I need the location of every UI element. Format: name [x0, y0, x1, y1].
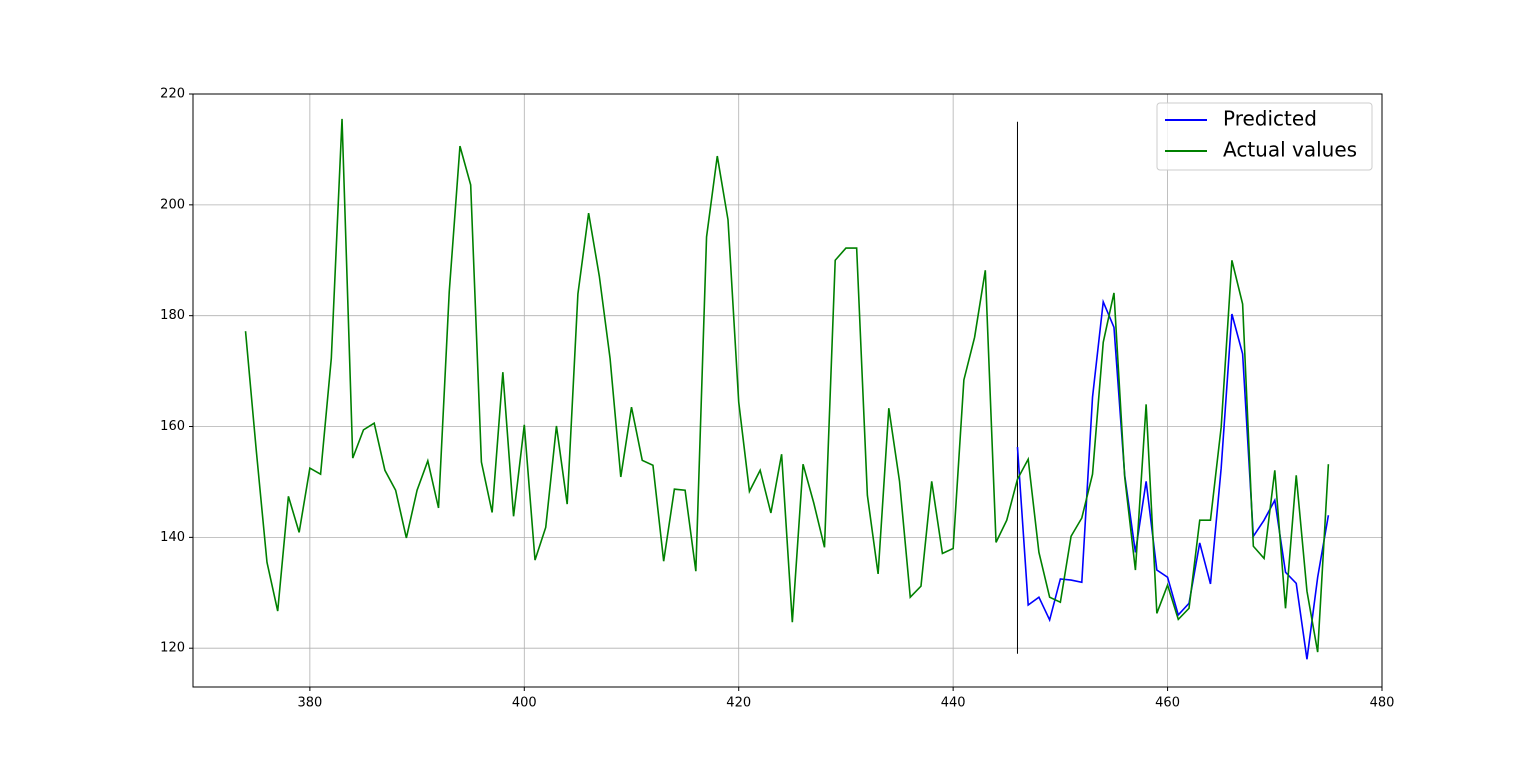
- x-tick-label: 420: [726, 696, 751, 711]
- y-tick-label: 120: [160, 641, 185, 656]
- x-tick-label: 380: [297, 696, 322, 711]
- x-tick-label: 440: [941, 696, 966, 711]
- legend-label: Actual values: [1223, 138, 1357, 162]
- y-tick-label: 200: [160, 197, 185, 212]
- x-tick-label: 400: [512, 696, 537, 711]
- legend-label: Predicted: [1223, 107, 1317, 131]
- y-tick-label: 140: [160, 530, 185, 545]
- line-series: [1016, 298, 1330, 660]
- y-tick-label: 180: [160, 308, 185, 323]
- x-tick-label: 460: [1155, 696, 1180, 711]
- line-series: [244, 118, 1330, 653]
- y-tick-label: 160: [160, 419, 185, 434]
- axes-frame: [192, 93, 1383, 688]
- x-tick-label: 480: [1370, 696, 1395, 711]
- y-tick-label: 220: [160, 87, 185, 102]
- legend-box: [1156, 102, 1373, 171]
